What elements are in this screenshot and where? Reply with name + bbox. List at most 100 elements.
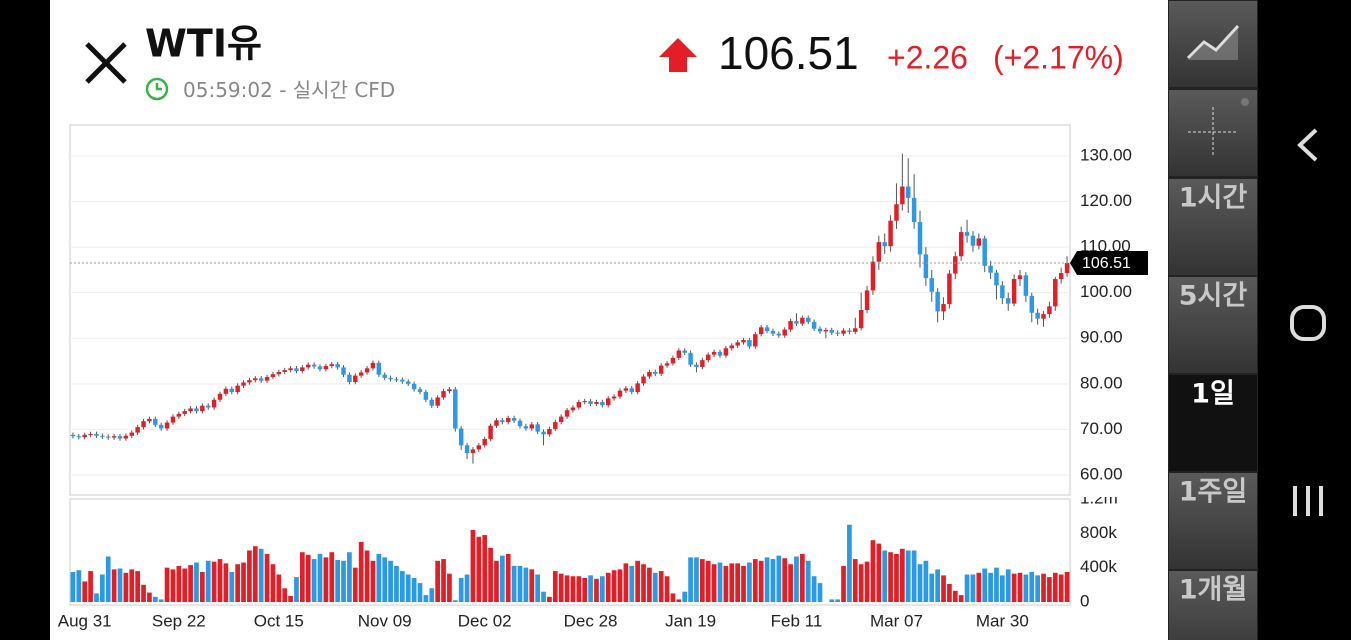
candle-body: [570, 407, 576, 411]
candle-body: [429, 399, 434, 406]
timeframe-button[interactable]: 1개월: [1169, 571, 1257, 640]
candle-body: [547, 428, 552, 435]
volume-bar: [929, 573, 935, 602]
candle-body: [294, 368, 299, 372]
nav-back[interactable]: [1297, 128, 1318, 162]
candle-body: [376, 362, 382, 375]
volume-bar: [105, 556, 111, 602]
candle-body: [211, 399, 217, 408]
volume-bar: [911, 550, 917, 602]
nav-recent[interactable]: [1293, 486, 1323, 516]
candle-body: [900, 186, 905, 205]
candle-body: [70, 434, 76, 437]
candle-body: [329, 364, 334, 367]
volume-bar: [482, 535, 488, 602]
price-change: +2.26: [887, 39, 968, 75]
volume-bar: [547, 596, 552, 602]
candle-body: [870, 261, 876, 291]
volume-bar: [347, 552, 352, 602]
close-button[interactable]: [85, 42, 127, 84]
clock-icon: [145, 77, 169, 101]
volume-bar: [194, 562, 199, 602]
candle-body: [1000, 285, 1005, 299]
volume-bar: [211, 561, 217, 602]
crosshair-button[interactable]: [1169, 90, 1257, 176]
volume-bar: [647, 567, 652, 602]
volume-bar: [529, 569, 535, 602]
timeframe-button[interactable]: 1일: [1169, 375, 1257, 471]
volume-bar: [358, 541, 364, 602]
timeframe-button[interactable]: 1시간: [1169, 179, 1257, 275]
volume-bar: [947, 583, 952, 602]
button-bg: [1169, 1, 1257, 87]
candle-body: [729, 345, 734, 349]
volume-bar: [129, 569, 135, 602]
price-plot-frame: [69, 124, 1071, 496]
candle-body: [894, 204, 899, 221]
volume-bar: [252, 546, 258, 602]
volume-bar: [88, 571, 93, 602]
up-arrow: [659, 38, 697, 72]
candle-body: [517, 420, 523, 427]
volume-bar: [894, 553, 899, 602]
volume-bar: [111, 569, 117, 602]
volume-bar: [517, 565, 523, 602]
candle-body: [888, 220, 893, 247]
volume-bar: [835, 599, 840, 602]
candle-body: [629, 388, 634, 393]
timeframe-button[interactable]: 5시간: [1169, 277, 1257, 373]
candle-body: [506, 417, 511, 423]
x-tick-label: Feb 11: [771, 611, 823, 630]
indicator-dot: [1241, 98, 1249, 106]
timeframe-button[interactable]: 1주일: [1169, 473, 1257, 569]
candle-body: [176, 413, 182, 417]
volume-bar: [811, 576, 817, 602]
candle-body: [823, 330, 829, 332]
volume-bar: [752, 559, 758, 602]
volume-bar: [258, 548, 264, 602]
volume-bar: [94, 593, 99, 602]
x-tick-label: Nov 09: [358, 611, 412, 630]
candle-body: [617, 390, 623, 397]
volume-bar: [717, 562, 723, 602]
volume-bar: [735, 563, 740, 602]
candle-body: [1058, 273, 1064, 280]
candle-body: [223, 388, 229, 394]
candle-body: [482, 438, 487, 446]
chart-type-button[interactable]: [1169, 1, 1257, 87]
candle-body: [282, 370, 287, 372]
volume-bar: [1017, 572, 1023, 602]
volume-bar: [723, 565, 729, 602]
candle-body: [370, 362, 376, 369]
candle-body: [76, 436, 82, 438]
candle-body: [147, 418, 152, 422]
x-tick-label: Aug 31: [58, 611, 112, 630]
candle-body: [153, 418, 158, 425]
volume-bar: [1005, 569, 1011, 602]
candle-body: [382, 374, 387, 378]
volume-bar: [241, 562, 246, 602]
volume-bar: [329, 552, 335, 602]
volume-bar: [511, 565, 517, 602]
volume-bar: [758, 560, 764, 602]
volume-bar: [870, 540, 876, 602]
candle-body: [470, 449, 476, 454]
volume-bar: [747, 562, 752, 602]
y-tick-label: 400k: [1080, 557, 1117, 576]
timeframe-label: 5시간: [1179, 281, 1248, 312]
candle-body: [794, 320, 799, 324]
volume-bar: [670, 593, 676, 602]
nav-home[interactable]: [1290, 305, 1326, 341]
candle-body: [670, 357, 676, 364]
volume-bar: [994, 567, 999, 602]
volume-bar: [611, 570, 617, 602]
candle-body: [988, 265, 993, 273]
volume-bar: [652, 572, 658, 602]
volume-bar: [300, 552, 305, 602]
candle-body: [476, 445, 482, 450]
candle-body: [641, 376, 646, 384]
volume-bar: [935, 569, 940, 602]
volume-bar: [817, 583, 823, 602]
volume-bar: [682, 591, 688, 602]
